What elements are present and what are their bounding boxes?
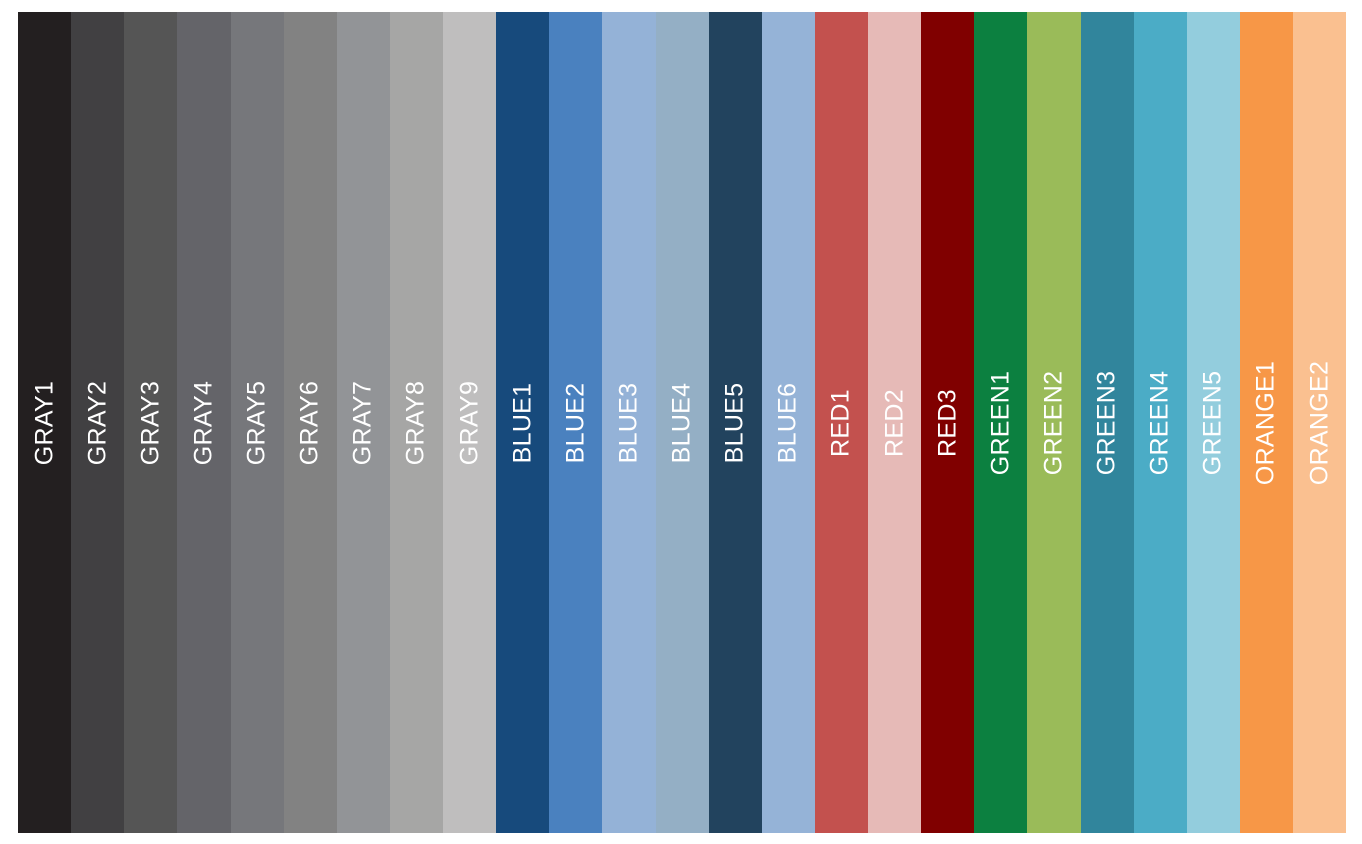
swatch-red2: RED2 [868, 12, 922, 833]
swatch-label: GREEN2 [1039, 370, 1068, 475]
swatch-label: GREEN3 [1092, 370, 1121, 475]
swatch-label: GRAY9 [455, 380, 484, 465]
swatch-label: BLUE2 [561, 382, 590, 463]
swatch-gray6: GRAY6 [283, 12, 337, 833]
swatch-green5: GREEN5 [1186, 12, 1240, 833]
swatch-blue1: BLUE1 [496, 12, 550, 833]
swatch-label: RED2 [880, 388, 909, 457]
swatch-label: GRAY4 [189, 380, 218, 465]
swatch-red1: RED1 [814, 12, 868, 833]
swatch-blue5: BLUE5 [708, 12, 762, 833]
swatch-label: BLUE3 [614, 382, 643, 463]
swatch-gray1: GRAY1 [18, 12, 72, 833]
swatch-label: GRAY5 [242, 380, 271, 465]
swatch-green1: GREEN1 [974, 12, 1028, 833]
swatch-label: RED1 [826, 388, 855, 457]
swatch-label: BLUE6 [773, 382, 802, 463]
swatch-label: GREEN1 [986, 370, 1015, 475]
swatch-label: GRAY1 [30, 380, 59, 465]
swatch-gray8: GRAY8 [389, 12, 443, 833]
swatch-gray5: GRAY5 [230, 12, 284, 833]
swatch-gray4: GRAY4 [177, 12, 231, 833]
swatch-label: BLUE1 [508, 382, 537, 463]
swatch-label: GREEN4 [1145, 370, 1174, 475]
swatch-gray2: GRAY2 [71, 12, 125, 833]
swatch-green3: GREEN3 [1080, 12, 1134, 833]
swatch-label: BLUE5 [720, 382, 749, 463]
swatch-gray7: GRAY7 [336, 12, 390, 833]
swatch-blue3: BLUE3 [602, 12, 656, 833]
swatch-gray9: GRAY9 [443, 12, 497, 833]
swatch-label: GRAY3 [136, 380, 165, 465]
swatch-label: ORANGE1 [1251, 360, 1280, 485]
color-palette: GRAY1 GRAY2 GRAY3 GRAY4 GRAY5 GRAY6 GRAY… [18, 12, 1347, 833]
swatch-label: GREEN5 [1198, 370, 1227, 475]
swatch-blue2: BLUE2 [549, 12, 603, 833]
swatch-label: GRAY7 [348, 380, 377, 465]
swatch-blue6: BLUE6 [761, 12, 815, 833]
swatch-orange2: ORANGE2 [1293, 12, 1347, 833]
swatch-orange1: ORANGE1 [1239, 12, 1293, 833]
swatch-label: GRAY6 [295, 380, 324, 465]
swatch-label: GRAY2 [83, 380, 112, 465]
swatch-red3: RED3 [921, 12, 975, 833]
swatch-gray3: GRAY3 [124, 12, 178, 833]
swatch-label: GRAY8 [401, 380, 430, 465]
swatch-label: ORANGE2 [1305, 360, 1334, 485]
swatch-green2: GREEN2 [1027, 12, 1081, 833]
swatch-label: BLUE4 [667, 382, 696, 463]
swatch-label: RED3 [933, 388, 962, 457]
swatch-green4: GREEN4 [1133, 12, 1187, 833]
swatch-blue4: BLUE4 [655, 12, 709, 833]
